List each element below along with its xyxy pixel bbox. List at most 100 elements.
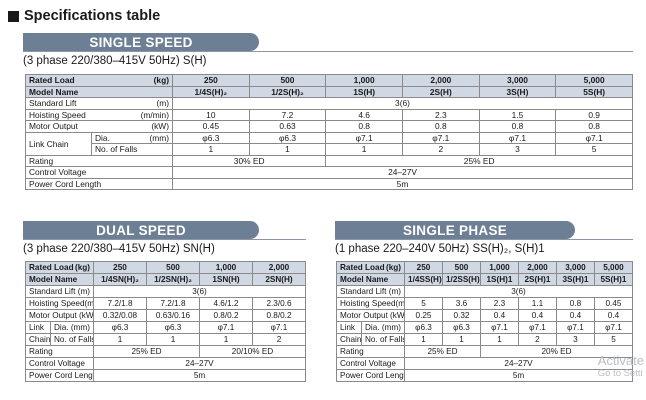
- dual-speed-banner: DUAL SPEED: [23, 221, 259, 239]
- dia-cell: φ7.1: [517, 321, 557, 334]
- model-name-label: Model Name: [24, 273, 95, 286]
- standard-lift-label-cell: Standard Lift (m): [335, 285, 406, 298]
- model-name-row: Model Name 1/4S(H)₂ 1/2S(H)₂ 1S(H) 2S(H)…: [25, 85, 633, 98]
- single-speed-table: Rated Load (kg) 250 500 1,000 2,000 3,000…: [25, 74, 633, 190]
- power-cord-row: Power Cord Length 5m: [25, 177, 633, 190]
- load-cell: 500: [248, 74, 327, 87]
- speed-cell: 7.2: [248, 108, 327, 121]
- rating-label: Rating: [24, 345, 95, 358]
- rating-row: Rating 25% ED 20% ED: [335, 345, 634, 358]
- speed-cell: 0.9: [555, 108, 633, 121]
- rating-b-cell: 20/10% ED: [198, 345, 307, 358]
- power-cord-label: Power Cord Length: [25, 177, 173, 190]
- speed-cell: 1.5: [478, 108, 557, 121]
- page-title-text: Specifications table: [24, 8, 161, 24]
- load-cell: 500: [442, 261, 481, 274]
- model-name-label: Model Name: [335, 273, 406, 286]
- dia-cell: φ6.3: [442, 321, 481, 334]
- power-cord-row: Power Cord Length 5m: [24, 369, 306, 382]
- output-cell: 0.8: [325, 120, 403, 133]
- output-cell: 0.45: [172, 120, 250, 133]
- load-cell: 250: [93, 261, 147, 274]
- output-cell: 0.32: [442, 309, 481, 322]
- load-cell: 2,000: [401, 74, 480, 87]
- model-cell: 3S(H): [478, 85, 557, 98]
- falls-label: No. of Falls: [360, 333, 406, 346]
- hoisting-speed-label-cell: Hoisting Speed(m/min): [24, 297, 95, 310]
- rated-load-label-cell: Rated Load (kg): [24, 261, 95, 274]
- load-cell: 250: [172, 74, 250, 87]
- dia-label: Dia. (mm): [49, 321, 95, 334]
- falls-cell: 1: [146, 333, 200, 346]
- speed-cell: 7.2/1.8: [146, 297, 200, 310]
- chain-falls-row: Chain No. of Falls 1 1 1 2: [25, 333, 307, 346]
- hoisting-speed-row: Hoisting Speed(m/min) 7.2/1.8 7.2/1.8 4.…: [24, 297, 307, 310]
- model-cell: 2S(H): [401, 85, 480, 98]
- power-cord-value: 5m: [93, 369, 306, 382]
- single-phase-subtitle: (1 phase 220–240V 50Hz) SS(H)₂, S(H)1: [335, 243, 545, 255]
- control-voltage-row: Control Voltage 24–27V: [335, 357, 633, 370]
- control-voltage-row: Control Voltage 24–27V: [24, 357, 306, 370]
- activation-watermark: Activate Go to Setti: [598, 354, 644, 380]
- falls-cell: 1: [93, 333, 147, 346]
- dia-cell: φ7.1: [401, 131, 480, 144]
- speed-cell: 7.2/1.8: [93, 297, 147, 310]
- chain-falls-row: Chain No. of Falls 1 1 1 2 3 5: [336, 333, 634, 346]
- output-cell: 0.8/0.2: [198, 309, 253, 322]
- chain-falls-row: No. of Falls 1 1 1 2 3 5: [26, 143, 633, 156]
- rated-load-label-cell: Rated Load (kg): [335, 261, 406, 274]
- standard-lift-label-cell: Standard Lift (m): [24, 285, 95, 298]
- falls-cell: 1: [479, 333, 519, 346]
- model-cell: 1S(H)1: [479, 273, 519, 286]
- rating-label: Rating: [335, 345, 406, 358]
- link-label: Link: [336, 321, 362, 334]
- control-voltage-label: Control Voltage: [24, 357, 95, 370]
- dia-cell: φ7.1: [478, 131, 557, 144]
- falls-cell: 1: [248, 143, 327, 156]
- motor-output-row: Motor Output (kW) 0.32/0.08 0.63/0.16 0.…: [24, 309, 307, 322]
- standard-lift-row: Standard Lift (m) 3(6): [24, 285, 306, 298]
- rated-load-row: Rated Load (kg) 250 500 1,000 2,000 3,000…: [335, 261, 634, 274]
- rating-row: Rating 25% ED 20/10% ED: [24, 345, 307, 358]
- speed-cell: 4.6/1.2: [198, 297, 253, 310]
- load-cell: 5,000: [555, 74, 633, 87]
- activation-watermark-line1: Activate: [597, 353, 644, 368]
- falls-cell: 2: [401, 143, 480, 156]
- hoisting-speed-label-cell: Hoisting Speed(m/min): [335, 297, 406, 310]
- speed-cell: 5: [404, 297, 443, 310]
- dia-cell: φ6.3: [146, 321, 200, 334]
- motor-output-row: Motor Output (kW) 0.45 0.63 0.8 0.8 0.8 0…: [25, 120, 633, 133]
- chain-label: Chain: [25, 333, 51, 346]
- standard-lift-value: 3(6): [404, 285, 633, 298]
- standard-lift-value: 3(6): [93, 285, 306, 298]
- output-cell: 0.63: [248, 120, 327, 133]
- load-cell: 250: [404, 261, 443, 274]
- control-voltage-value: 24–27V: [93, 357, 306, 370]
- model-cell: 1/2SN(H)₂: [146, 273, 200, 286]
- load-cell: 500: [146, 261, 200, 274]
- falls-cell: 1: [172, 143, 250, 156]
- falls-cell: 1: [198, 333, 253, 346]
- dual-speed-table: Rated Load (kg) 250 500 1,000 2,000 Model…: [24, 261, 307, 382]
- load-cell: 2,000: [251, 261, 307, 274]
- control-voltage-row: Control Voltage 24–27V: [25, 166, 633, 179]
- model-name-row: Model Name 1/4SN(H)₂ 1/2SN(H)₂ 1SN(H) 2S…: [24, 273, 307, 286]
- square-bullet-icon: [8, 10, 19, 22]
- model-cell: 2SN(H): [251, 273, 307, 286]
- page-title: Specifications table: [8, 5, 160, 27]
- rating-label: Rating: [25, 154, 173, 167]
- falls-cell: 2: [517, 333, 557, 346]
- hoisting-speed-row: Hoisting Speed(m/min) 5 3.6 2.3 1.1 0.8 …: [335, 297, 634, 310]
- model-cell: 1/4SN(H)₂: [93, 273, 147, 286]
- power-cord-label: Power Cord Length: [24, 369, 95, 382]
- speed-cell: 0.45: [593, 297, 634, 310]
- chain-dia-row: Link Dia. (mm) φ6.3 φ6.3 φ7.1 φ7.1: [25, 321, 307, 334]
- falls-label: No. of Falls: [91, 143, 173, 156]
- load-cell: 2,000: [517, 261, 557, 274]
- dia-cell: φ7.1: [593, 321, 634, 334]
- standard-lift-label-cell: Standard Lift (m): [25, 97, 173, 110]
- activation-watermark-line2: Go to Setti: [597, 368, 643, 379]
- rating-a-cell: 30% ED: [171, 154, 327, 167]
- speed-cell: 4.6: [325, 108, 403, 121]
- hoisting-speed-label-cell: Hoisting Speed(m/min): [25, 108, 173, 121]
